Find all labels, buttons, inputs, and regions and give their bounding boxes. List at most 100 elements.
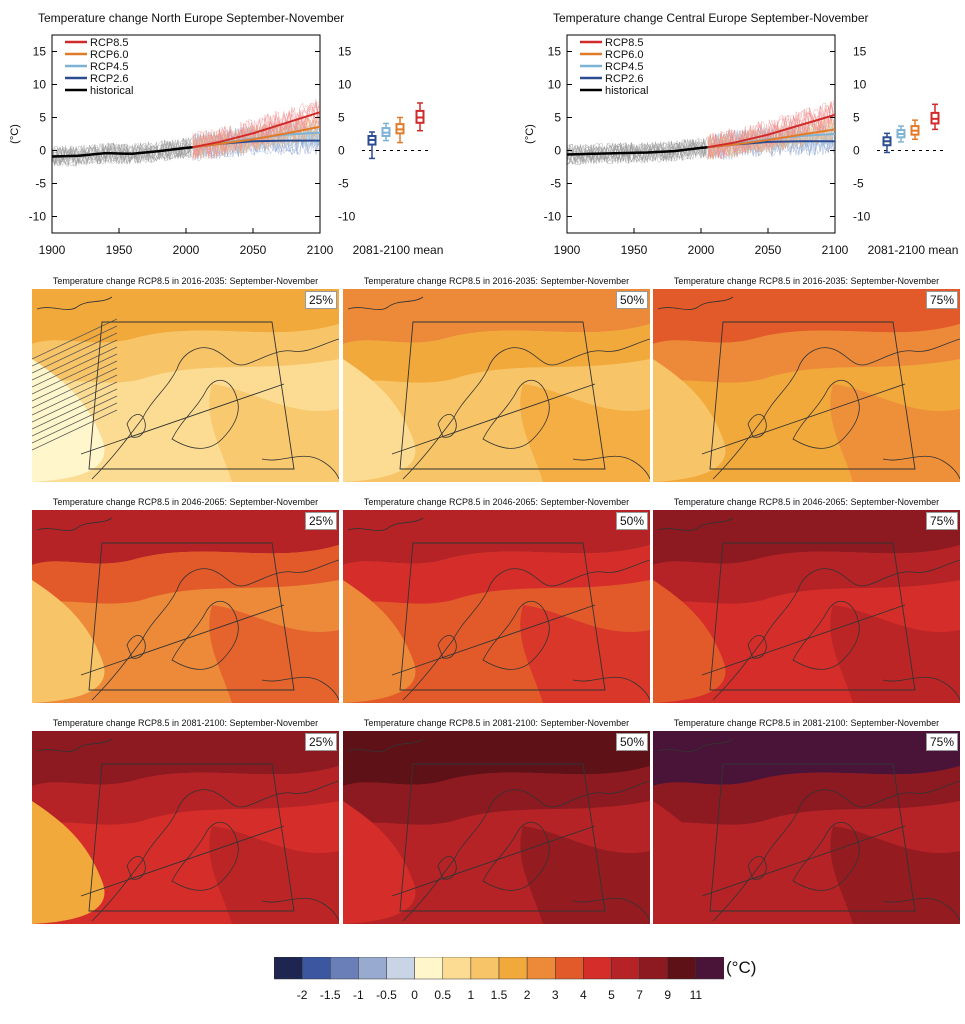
coastline: [261, 676, 339, 701]
percentile-badge: 50%: [615, 733, 648, 751]
y-tick-label: -5: [550, 177, 561, 191]
y-tick-label: 5: [554, 111, 561, 125]
percentile-badge: 75%: [925, 512, 958, 530]
colorbar-swatch: [695, 957, 724, 980]
map-field-band: [209, 826, 339, 924]
map-title: Temperature change RCP8.5 in 2016-2035: …: [363, 276, 630, 286]
colorbar-label: 4: [580, 988, 587, 1002]
colorbar-label: 1: [468, 988, 475, 1002]
coastline: [437, 635, 457, 659]
y-tick-label-right: -5: [853, 177, 864, 191]
percentile-badge: 25%: [304, 733, 337, 751]
historical-member-line: [566, 140, 707, 164]
legend-label: RCP8.5: [605, 37, 644, 49]
coastline: [657, 517, 734, 531]
north-europe-timeseries: Temperature change North Europe Septembe…: [0, 0, 450, 270]
colorbar-swatch: [470, 957, 500, 980]
colorbar-swatch: [611, 957, 640, 980]
map-field-band: [32, 801, 105, 924]
region-divider: [391, 604, 596, 676]
x-tick-label: 2100: [822, 243, 849, 257]
coastline: [882, 455, 960, 480]
map-title: Temperature change RCP8.5 in 2081-2100: …: [363, 718, 630, 728]
map-panel: 25%: [32, 289, 339, 482]
colorbar-swatch: [330, 957, 359, 980]
map-svg: [653, 510, 960, 703]
coastline: [91, 559, 339, 701]
box-label: 2081-2100 mean: [868, 243, 959, 257]
y-tick-label: -10: [29, 210, 47, 224]
y-tick-label-right: 10: [338, 78, 352, 92]
map-field-band: [520, 605, 650, 703]
coastline: [402, 780, 650, 922]
percentile-badge: 25%: [304, 291, 337, 309]
percentile-badge: 75%: [925, 733, 958, 751]
map-field-band: [653, 580, 726, 703]
region-divider: [701, 825, 906, 897]
y-tick-label: 0: [39, 144, 46, 158]
map-field-band: [830, 826, 960, 924]
region-outline: [88, 321, 295, 470]
map-field-band: [343, 510, 650, 565]
percentile-badge: 50%: [615, 291, 648, 309]
y-tick-label-right: -10: [853, 210, 871, 224]
map-field-band: [343, 359, 416, 482]
y-tick-label: 10: [548, 78, 562, 92]
map-field-band: [32, 359, 105, 482]
colorbar-label: 11: [690, 988, 703, 1002]
y-tick-label: -10: [544, 210, 562, 224]
percentile-badge: 25%: [304, 512, 337, 530]
x-tick-label: 2000: [688, 243, 715, 257]
region-divider: [701, 383, 906, 455]
map-field-band: [343, 324, 650, 384]
coastline: [91, 780, 339, 922]
region-outline: [709, 321, 916, 470]
map-field-band: [343, 801, 416, 924]
significance-hatch: [32, 318, 118, 360]
y-tick-label: 5: [39, 111, 46, 125]
coastline: [402, 338, 650, 480]
map-title: Temperature change RCP8.5 in 2046-2065: …: [52, 497, 319, 507]
y-tick-label: 15: [33, 45, 47, 59]
coastline: [712, 780, 960, 922]
map-field-band: [32, 324, 339, 384]
chart-title: Temperature change Central Europe Septem…: [553, 11, 869, 25]
x-tick-label: 1900: [39, 243, 66, 257]
map-panel: 50%: [343, 289, 650, 482]
series-line-rcp6-0: [192, 125, 321, 149]
y-tick-label-right: 5: [338, 111, 345, 125]
significance-hatch: [32, 360, 118, 402]
map-field-band: [830, 605, 960, 703]
north-europe-chart: Temperature change North Europe Septembe…: [9, 11, 443, 257]
y-axis-label: (°C): [524, 124, 536, 144]
coastline: [572, 897, 650, 922]
map-field-band: [343, 580, 416, 703]
legend-label: historical: [605, 85, 648, 97]
coastline: [482, 821, 550, 891]
map-svg: [32, 289, 339, 482]
significance-hatch: [32, 339, 118, 381]
colorbar-label: -1: [353, 988, 364, 1002]
coastline: [572, 676, 650, 701]
region-outline: [88, 542, 295, 691]
x-tick-label: 1900: [554, 243, 581, 257]
coastline: [171, 379, 239, 449]
coastline: [347, 738, 424, 752]
map-title: Temperature change RCP8.5 in 2016-2035: …: [673, 276, 940, 286]
map-field-band: [653, 731, 960, 786]
y-tick-label-right: 15: [338, 45, 352, 59]
coastline: [347, 517, 424, 531]
region-outline: [399, 763, 606, 912]
significance-hatch: [32, 374, 118, 416]
map-panel: 25%: [32, 510, 339, 703]
coastline: [126, 414, 146, 438]
significance-hatch: [32, 367, 118, 409]
coastline: [572, 455, 650, 480]
significance-hatch: [32, 353, 118, 395]
colorbar-swatch: [358, 957, 387, 980]
colorbar-swatch: [555, 957, 584, 980]
historical-member-line: [566, 141, 707, 165]
map-field-band: [830, 384, 960, 482]
coastline: [437, 856, 457, 880]
x-tick-label: 2050: [240, 243, 267, 257]
